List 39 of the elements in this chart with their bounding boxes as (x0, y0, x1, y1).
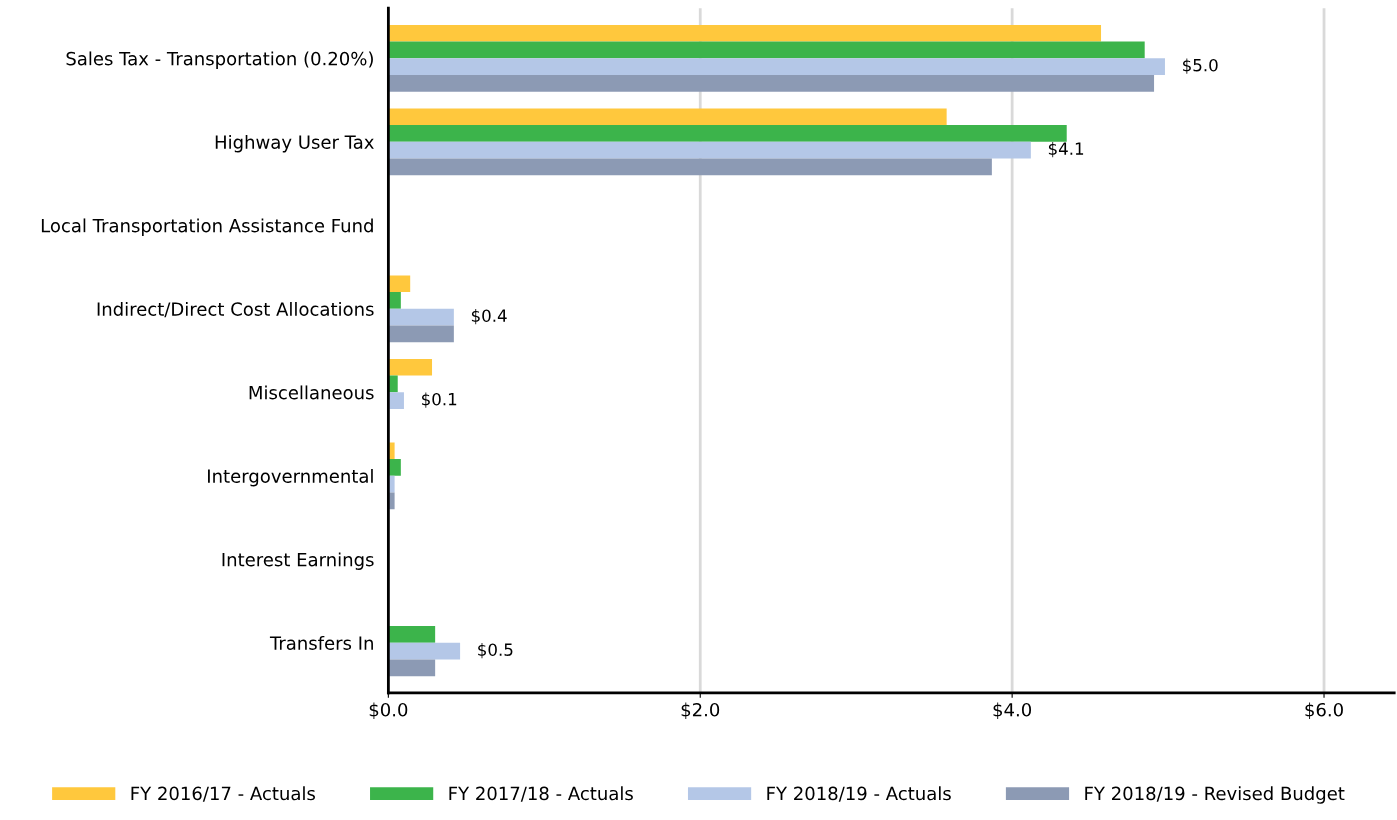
legend-label: FY 2016/17 - Actuals (131, 786, 315, 802)
bar (388, 58, 1165, 75)
legend-label: FY 2017/18 - Actuals (449, 786, 633, 802)
bar (388, 41, 1145, 59)
x-tick-label: $6.0 (1305, 702, 1343, 719)
y-tick-label: Miscellaneous (249, 385, 374, 400)
bar (388, 158, 992, 176)
bar (388, 358, 433, 376)
data-label: $5.0 (1183, 58, 1218, 74)
y-tick-label: Indirect/Direct Cost Allocations (97, 301, 374, 318)
x-tick-label: $0.0 (369, 702, 408, 719)
y-tick-label: Intergovernmental (208, 468, 373, 487)
bar (388, 141, 1031, 159)
legend-label: FY 2018/19 - Actuals (767, 786, 951, 802)
bar (388, 75, 1155, 92)
bar (388, 642, 461, 660)
bar (388, 325, 454, 343)
data-label: $0.1 (422, 392, 457, 408)
bar (388, 459, 401, 476)
bar (388, 24, 1102, 42)
data-label: $4.1 (1048, 142, 1084, 158)
bar (388, 292, 401, 309)
y-tick-label: Interest Earnings (222, 552, 374, 570)
bar (388, 626, 436, 643)
bar (388, 275, 411, 293)
data-label: $0.4 (471, 309, 507, 325)
y-tick-label: Transfers In (269, 635, 373, 650)
bar (388, 125, 1067, 142)
data-label: $0.5 (478, 643, 513, 659)
x-tick-label: $2.0 (681, 702, 720, 719)
bar (388, 108, 947, 126)
x-tick-label: $4.0 (993, 702, 1032, 719)
bar (388, 659, 436, 677)
bar (388, 308, 454, 326)
y-tick-label: Sales Tax - Transportation (0.20%) (66, 51, 373, 69)
legend-label: FY 2018/19 - Revised Budget (1085, 786, 1345, 804)
y-tick-label: Local Transportation Assistance Fund (41, 218, 373, 236)
y-tick-label: Highway User Tax (215, 134, 374, 153)
bar (388, 392, 404, 409)
